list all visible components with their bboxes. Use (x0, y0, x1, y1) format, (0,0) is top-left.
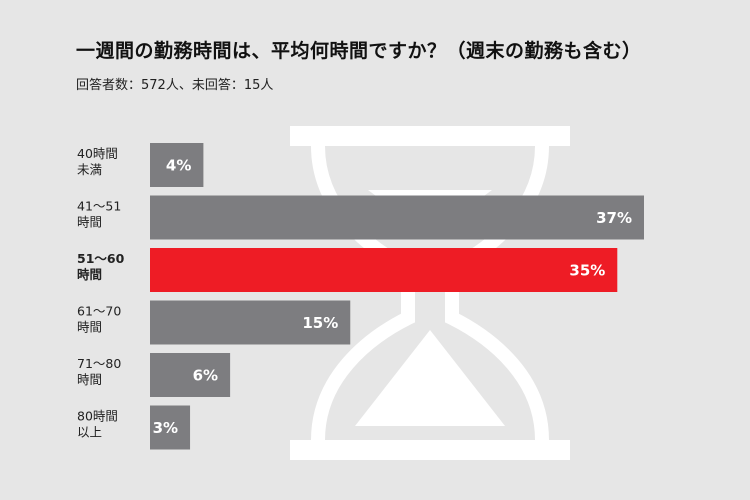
bar-0 (150, 143, 204, 187)
category-label: 41～51 (77, 199, 121, 214)
bar-3 (150, 300, 351, 345)
bar-value-label: 15% (302, 314, 338, 332)
category-label: 時間 (77, 215, 102, 230)
category-label: 未満 (77, 162, 102, 177)
bar-value-label: 6% (193, 367, 218, 385)
category-label: 71～80 (77, 356, 121, 371)
category-label: 40時間 (77, 146, 118, 161)
bar-4 (150, 353, 231, 397)
bar-value-label: 35% (569, 262, 605, 280)
chart-subtitle: 回答者数：572人、未回答：15人 (76, 78, 274, 93)
bar-value-label: 37% (596, 209, 632, 227)
bar-5 (150, 405, 191, 450)
category-label: 51～60 (77, 251, 125, 266)
category-label: 時間 (77, 320, 102, 335)
category-label: 以上 (77, 425, 102, 440)
bar-value-label: 3% (153, 419, 178, 437)
chart-title: 一週間の勤務時間は、平均何時間ですか？（週末の勤務も含む） (76, 40, 642, 62)
category-label: 61～70 (77, 304, 121, 319)
category-label: 時間 (77, 267, 102, 282)
bar-2 (150, 248, 618, 292)
bar-value-label: 4% (166, 157, 191, 175)
category-label: 80時間 (77, 409, 118, 424)
bar-1 (150, 195, 644, 240)
hourglass-icon (290, 126, 570, 460)
category-label: 時間 (77, 372, 102, 387)
